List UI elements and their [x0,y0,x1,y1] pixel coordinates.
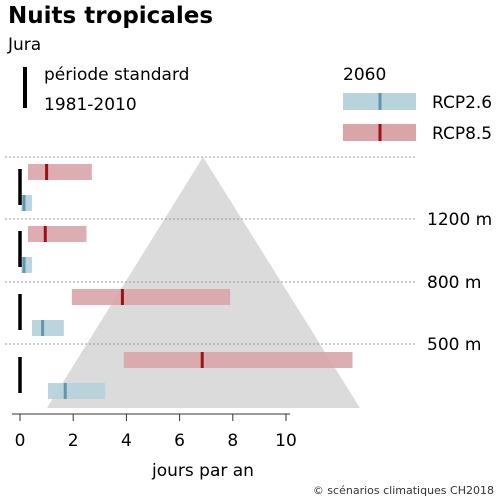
rcp26-median-mark [63,383,67,399]
rcp85-median-mark [43,226,47,242]
mountain-shape [47,157,360,408]
rcp26-range-bar [47,383,106,399]
rcp26-median-mark [22,195,26,211]
rcp26-range-bar [21,257,32,273]
legend-rcp85-median [378,124,382,141]
x-axis: 0 2 4 6 8 10 [12,413,297,451]
mountain-layer [47,157,360,408]
x-tick-label: 10 [275,431,297,451]
rcp26-range-bar [21,195,32,211]
legend-rcp85-label: RCP8.5 [432,124,492,144]
rcp85-range-bar [27,226,87,242]
rcp85-median-mark [120,289,124,305]
elevation-label: 500 m [427,335,481,355]
rcp85-range-bar [27,164,92,180]
elevation-label: 800 m [427,273,481,293]
rcp26-median-mark [41,320,45,336]
legend-baseline-label: période standard [44,65,189,85]
rcp85-median-mark [45,164,49,180]
range-bars [18,164,353,399]
elevation-labels: 1200 m 800 m 500 m [427,210,492,355]
credit-text: © scénarios climatiques CH2018 [313,484,494,497]
x-tick-label: 6 [174,431,185,451]
legend-future-label: 2060 [343,65,386,85]
chart-title: Nuits tropicales [8,3,213,29]
rcp26-median-mark [22,257,26,273]
x-tick-label: 8 [227,431,238,451]
chart-subtitle: Jura [7,35,41,55]
elevation-separators [5,156,415,345]
x-tick-label: 4 [121,431,132,451]
rcp85-range-bar [123,352,353,368]
legend-rcp26-median [378,93,382,110]
elevation-label: 1200 m [427,210,492,230]
x-tick-label: 2 [68,431,79,451]
rcp85-range-bar [71,289,231,305]
legend-rcp26-label: RCP2.6 [432,93,492,113]
x-axis-label: jours par an [151,461,254,481]
rcp26-range-bar [31,320,64,336]
legend-baseline-period: 1981-2010 [44,95,137,115]
x-tick-label: 0 [15,431,26,451]
rcp85-median-mark [200,352,204,368]
